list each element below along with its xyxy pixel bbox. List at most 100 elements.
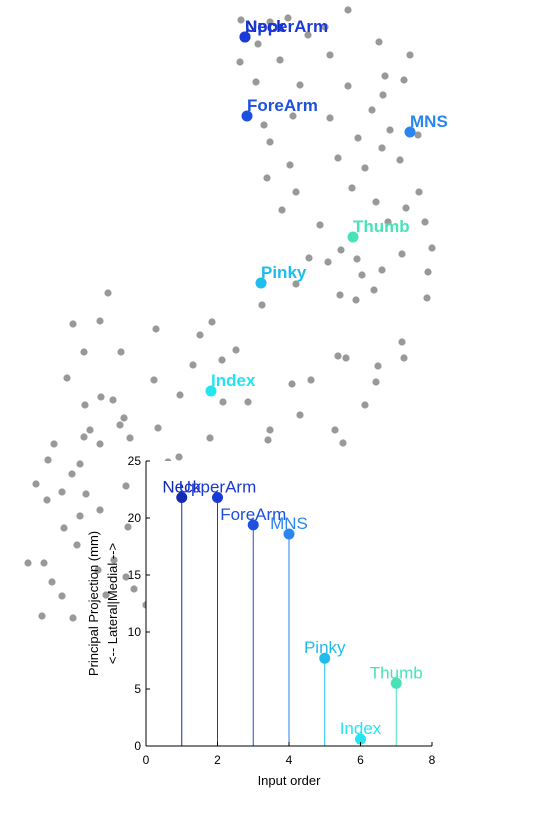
stem-point-thumb [390, 677, 402, 689]
background-point-84 [296, 411, 304, 419]
background-point-30 [361, 164, 369, 172]
map-label-thumb: Thumb [353, 217, 410, 236]
background-point-8 [406, 51, 414, 59]
background-point-85 [120, 414, 128, 422]
background-point-86 [86, 426, 94, 434]
map-point-index [205, 385, 217, 397]
background-point-89 [154, 424, 162, 432]
background-point-0 [237, 16, 245, 24]
background-point-10 [276, 56, 284, 64]
background-point-34 [415, 188, 423, 196]
background-point-22 [386, 126, 394, 134]
background-point-72 [63, 374, 71, 382]
background-point-68 [334, 352, 342, 360]
background-point-63 [218, 356, 226, 364]
background-point-51 [370, 286, 378, 294]
x-axis-title: Input order [258, 773, 322, 788]
background-point-75 [372, 378, 380, 386]
background-point-46 [324, 258, 332, 266]
background-point-80 [176, 391, 184, 399]
background-point-118 [94, 566, 102, 574]
background-point-12 [381, 72, 389, 80]
background-point-109 [76, 512, 84, 520]
background-point-54 [352, 296, 360, 304]
background-point-55 [104, 289, 112, 297]
y-tick-label-15: 15 [128, 568, 142, 582]
background-point-91 [266, 426, 274, 434]
background-point-97 [339, 439, 347, 447]
background-point-37 [402, 204, 410, 212]
background-point-13 [400, 76, 408, 84]
background-point-38 [421, 218, 429, 226]
background-point-3 [321, 23, 329, 31]
background-point-78 [81, 401, 89, 409]
background-point-96 [264, 436, 272, 444]
background-point-11 [326, 51, 334, 59]
stem-label-thumb: Thumb [370, 663, 423, 682]
background-point-74 [307, 376, 315, 384]
background-point-44 [316, 221, 324, 229]
background-point-23 [354, 134, 362, 142]
map-label-forearm: ForeArm [247, 96, 318, 115]
background-point-121 [102, 591, 110, 599]
background-point-59 [152, 325, 160, 333]
background-point-103 [32, 480, 40, 488]
background-point-76 [288, 380, 296, 388]
map-label-index: Index [211, 371, 256, 390]
background-point-104 [68, 470, 76, 478]
map-label-neck: Neck [245, 17, 286, 36]
background-point-41 [337, 246, 345, 254]
background-point-67 [400, 354, 408, 362]
background-point-69 [342, 354, 350, 362]
background-point-61 [208, 318, 216, 326]
background-point-62 [232, 346, 240, 354]
stem-point-neck [176, 491, 188, 503]
background-point-33 [348, 184, 356, 192]
background-point-43 [398, 250, 406, 258]
background-point-110 [96, 506, 104, 514]
background-point-28 [286, 161, 294, 169]
background-point-122 [130, 585, 138, 593]
background-point-32 [292, 188, 300, 196]
map-point-forearm [241, 110, 253, 122]
y-axis-subtitle: <-- Lateral|Medial --> [105, 543, 120, 664]
x-tick-label-2: 2 [214, 753, 221, 767]
background-point-100 [76, 460, 84, 468]
background-point-66 [117, 348, 125, 356]
background-point-117 [48, 578, 56, 586]
background-point-111 [60, 524, 68, 532]
stem-axes: 0 2 4 6 8 0 5 10 15 20 25 [128, 454, 436, 767]
stem-point-mns [283, 528, 295, 540]
background-point-56 [69, 320, 77, 328]
background-point-94 [96, 440, 104, 448]
y-axis-title: Principal Projection (mm) [86, 531, 101, 676]
background-point-82 [244, 398, 252, 406]
background-point-107 [82, 490, 90, 498]
background-point-105 [58, 488, 66, 496]
background-point-6 [254, 40, 262, 48]
background-point-119 [122, 573, 130, 581]
background-point-24 [334, 154, 342, 162]
background-point-53 [423, 294, 431, 302]
background-point-114 [24, 559, 32, 567]
background-point-92 [331, 426, 339, 434]
map-point-pinky [255, 277, 267, 289]
background-point-81 [219, 398, 227, 406]
y-tick-label-0: 0 [134, 739, 141, 753]
background-point-90 [206, 434, 214, 442]
background-point-29 [396, 156, 404, 164]
stem-label-mns: MNS [270, 514, 308, 533]
background-point-57 [96, 317, 104, 325]
background-point-120 [58, 592, 66, 600]
background-point-20 [289, 112, 297, 120]
background-point-40 [428, 244, 436, 252]
background-point-31 [263, 174, 271, 182]
stem-point-pinky [319, 652, 331, 664]
background-point-99 [44, 456, 52, 464]
background-point-27 [266, 138, 274, 146]
y-tick-label-5: 5 [134, 682, 141, 696]
y-tick-label-10: 10 [128, 625, 142, 639]
